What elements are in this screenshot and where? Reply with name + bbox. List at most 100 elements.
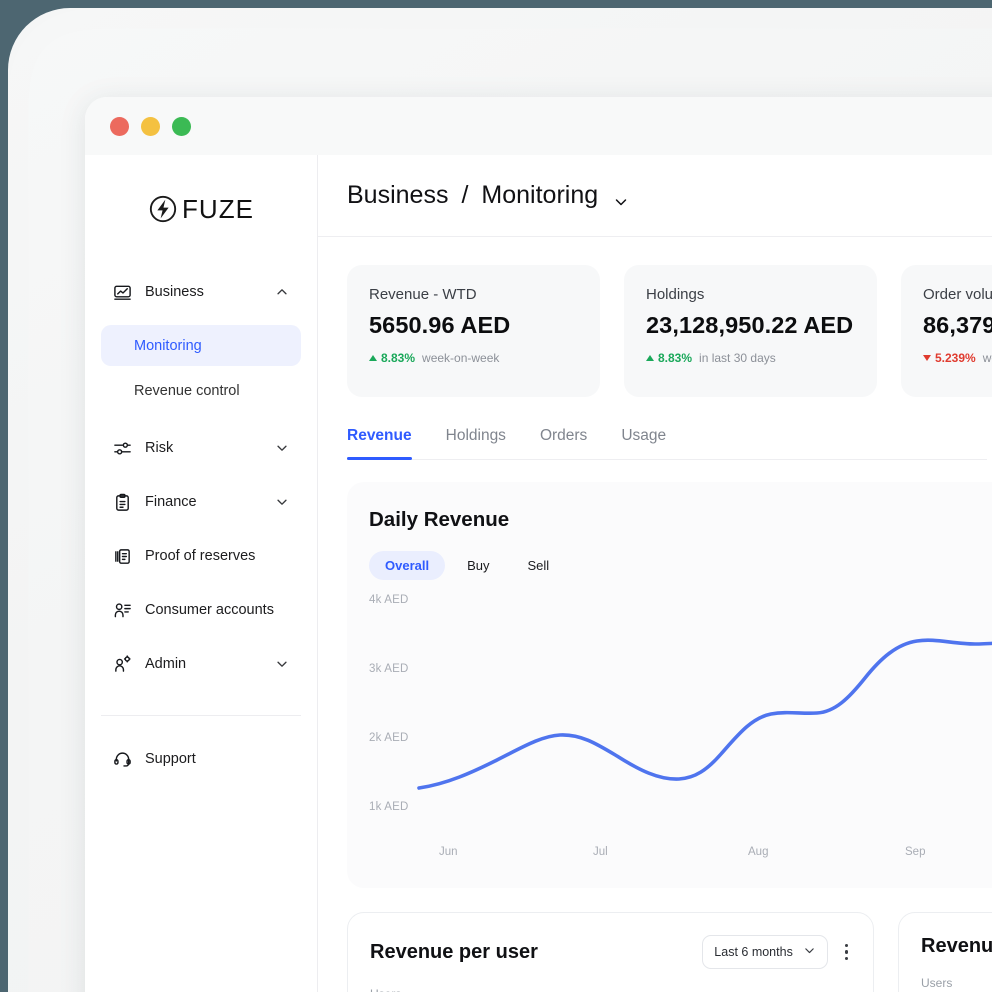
kpi-title: Holdings [646,286,705,303]
triangle-up-icon [369,355,377,361]
sidebar-item-label: Finance [145,494,197,510]
y-axis-label-2k: 2k AED [369,732,409,744]
chevron-down-icon [275,495,289,509]
user-list-icon [113,601,132,620]
date-range-value: Last 6 months [714,945,793,959]
sidebar-item-business[interactable]: Business [101,271,301,313]
y-axis-label-3k: 3k AED [369,663,409,675]
card-header: Revenue [921,935,992,958]
sidebar-item-label: Consumer accounts [145,602,274,618]
date-range-select[interactable]: Last 6 months [702,935,828,969]
chevron-down-icon [275,657,289,671]
sidebar-item-label: Support [145,751,196,767]
kpi-delta-down: 5.239% [923,351,976,365]
sidebar-subitem-label: Revenue control [134,382,240,399]
card-subtitle: Users [370,987,851,992]
tab-usage[interactable]: Usage [621,427,667,444]
headset-icon [113,750,132,769]
kpi-delta-value: 8.83% [658,351,693,365]
kpi-footer: 8.83% week-on-week [369,351,578,365]
kpi-note: in last 30 days [699,351,776,365]
topbar: Business / Monitoring [318,155,992,237]
sidebar-item-monitoring[interactable]: Monitoring [101,325,301,366]
browser-window: FUZE Business [85,97,992,992]
tab-revenue[interactable]: Revenue [347,427,412,460]
kpi-note: week-on-week [982,351,992,365]
window-titlebar [85,97,992,155]
minimize-window-button[interactable] [141,116,160,136]
sidebar-item-label: Risk [145,440,174,456]
breadcrumb-monitoring[interactable]: Monitoring [481,181,599,209]
sidebar-divider [101,715,301,716]
y-axis-label-1k: 1k AED [369,801,409,813]
card-tools: Last 6 months [702,935,851,969]
tab-holdings[interactable]: Holdings [445,427,506,444]
sidebar-item-risk[interactable]: Risk [101,427,301,469]
sidebar-item-consumer-accounts[interactable]: Consumer accounts [101,589,301,631]
chevron-down-icon [275,441,289,455]
sidebar-item-finance[interactable]: Finance [101,481,301,523]
kpi-delta-value: 5.239% [935,351,976,365]
sidebar-item-support[interactable]: Support [101,738,301,780]
triangle-up-icon [646,355,654,361]
revenue-card: Revenue Users [898,912,992,992]
kpi-delta-up: 8.83% [369,351,415,365]
kpi-card-order-volume: Order volume 86,379.22 AED 5.239% week-o… [901,265,992,397]
sidebar-secondary-nav: Support [85,738,317,792]
kpi-card-holdings: Holdings 23,128,950.22 AED 8.83% in last… [624,265,877,397]
maximize-window-button[interactable] [172,116,191,136]
chevron-up-icon [275,285,289,299]
x-axis-label-jul: Jul [593,846,608,858]
brand-name: FUZE [182,193,254,224]
kpi-card-revenue-wtd: Revenue - WTD 5650.96 AED 8.83% week-on-… [347,265,600,397]
card-header: Revenue per user Last 6 months [370,935,851,969]
sliders-icon [113,439,132,458]
kebab-menu-icon[interactable] [842,941,851,963]
sidebar: FUZE Business [85,155,318,992]
y-axis-label-4k: 4k AED [369,594,409,606]
sidebar-item-admin[interactable]: Admin [101,643,301,685]
kpi-value: 5650.96 AED [369,312,511,338]
close-window-button[interactable] [110,116,129,136]
user-gear-icon [113,654,132,674]
revenue-per-user-card: Revenue per user Last 6 months [347,912,874,992]
revenue-segment-control: Overall Buy Sell [369,551,992,580]
segment-sell[interactable]: Sell [527,558,550,573]
kpi-footer: 5.239% week-on-week [923,351,992,365]
page-content: Revenue - WTD 5650.96 AED 8.83% week-on-… [318,237,992,992]
revenue-line-svg [417,638,992,790]
fuze-bolt-logo-icon [148,194,178,224]
sidebar-item-label: Business [145,284,204,300]
document-list-icon [113,547,132,566]
chart-box-icon [113,283,132,302]
kpi-note: week-on-week [422,351,500,365]
panel-title: Daily Revenue [369,508,510,531]
window-body: FUZE Business [85,155,992,992]
kpi-value: 23,128,950.22 AED [646,312,854,338]
bottom-card-row: Revenue per user Last 6 months [347,912,992,992]
x-axis-label-aug: Aug [748,846,769,858]
breadcrumb: Business / Monitoring [347,181,629,210]
brand-logo-area[interactable]: FUZE [85,155,317,263]
card-title: Revenue per user [370,940,538,963]
kpi-footer: 8.83% in last 30 days [646,351,855,365]
card-subtitle: Users [921,976,953,990]
breadcrumb-business[interactable]: Business [347,181,449,209]
kpi-value: 86,379.22 AED [923,312,992,338]
segment-buy[interactable]: Buy [467,558,490,573]
sidebar-nav: Business Monitoring Revenue control [85,263,317,697]
card-title: Revenue [921,935,992,957]
clipboard-icon [113,493,132,512]
tab-orders[interactable]: Orders [539,427,588,444]
sidebar-item-label: Proof of reserves [145,548,256,564]
kpi-delta-value: 8.83% [381,351,416,365]
segment-overall[interactable]: Overall [369,551,446,580]
chevron-down-icon [803,944,816,960]
daily-revenue-panel: Daily Revenue Overall Buy Sell 4k AED 3k… [347,482,992,888]
x-axis-label-sep: Sep [905,846,926,858]
sidebar-item-proof-of-reserves[interactable]: Proof of reserves [101,535,301,577]
chevron-down-icon[interactable] [613,188,629,205]
sidebar-item-label: Admin [145,656,187,672]
sidebar-item-revenue-control[interactable]: Revenue control [101,370,301,411]
